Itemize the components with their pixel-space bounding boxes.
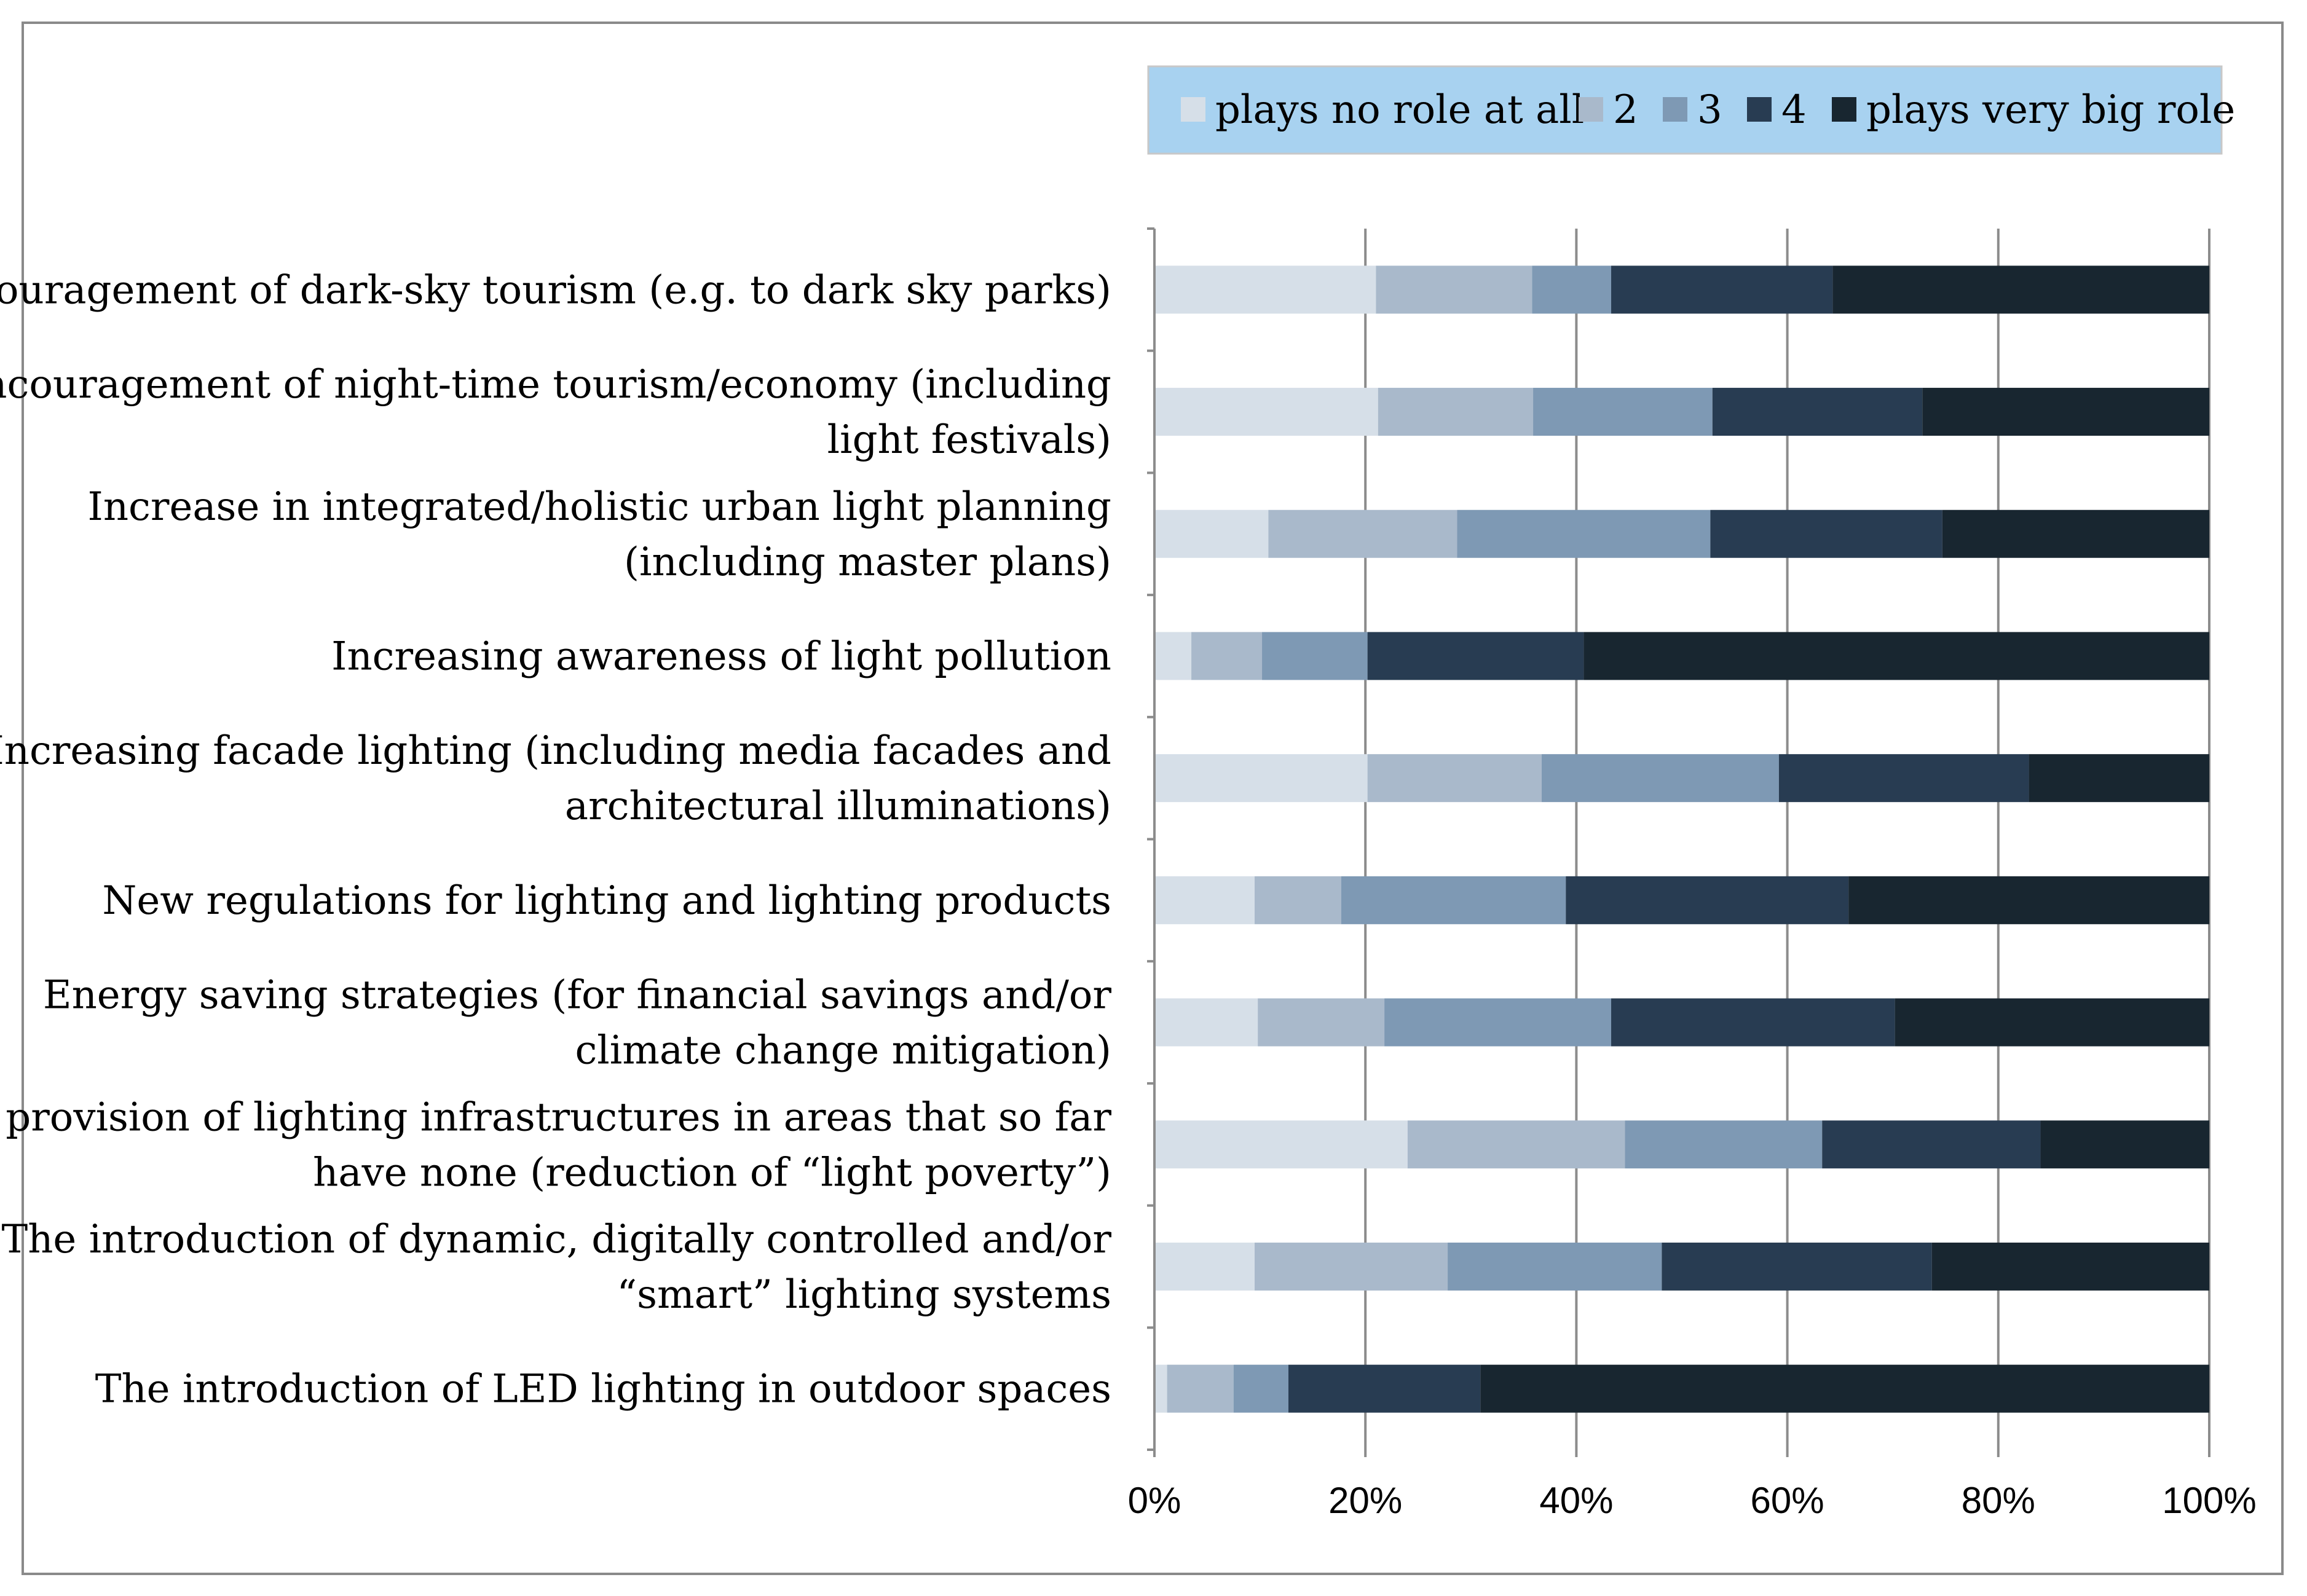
- legend-label-1: plays no role at all: [1215, 87, 1584, 133]
- category-label: “smart” lighting systems: [617, 1272, 1111, 1318]
- x-tick-label: 20%: [1328, 1480, 1402, 1521]
- bar-segment: [1832, 265, 2209, 314]
- bar-segment: [2029, 754, 2209, 803]
- legend-swatch-2: [1579, 97, 1603, 122]
- bar-segment: [1541, 754, 1779, 803]
- bar-segment: [1255, 1242, 1448, 1291]
- bar-segment: [1778, 754, 2029, 803]
- bar-segment: [1154, 1364, 1167, 1413]
- category-label: Increasing awareness of light pollution: [331, 634, 1111, 679]
- bar-segment: [1533, 388, 1713, 436]
- bar-segment: [1480, 1364, 2209, 1413]
- bar-segment: [1922, 388, 2209, 436]
- bar-segment: [1662, 1242, 1932, 1291]
- category-label: Increasing facade lighting (including me…: [0, 728, 1111, 774]
- bar-segment: [1262, 632, 1368, 680]
- bar-segment: [1376, 265, 1532, 314]
- bar-segment: [1233, 1364, 1288, 1413]
- legend-label-4: 4: [1781, 87, 1807, 133]
- bar-segment: [1532, 265, 1612, 314]
- category-label: New regulations for lighting and lightin…: [102, 878, 1111, 924]
- bar-segment: [1384, 998, 1612, 1047]
- legend-label-5: plays very big role: [1866, 87, 2235, 133]
- legend-label-2: 2: [1613, 87, 1638, 133]
- bar-segment: [1710, 509, 1942, 558]
- bar-segment: [1154, 509, 1269, 558]
- bar-segment: [1822, 1120, 2041, 1169]
- bar-segment: [1566, 876, 1849, 924]
- bar-segment: [1154, 754, 1368, 803]
- bar-segment: [1583, 632, 2209, 680]
- category-label: The provision of lighting infrastructure…: [0, 1095, 1111, 1140]
- legend-swatch-1: [1181, 97, 1205, 122]
- category-label: The introduction of LED lighting in outd…: [95, 1367, 1111, 1412]
- category-label: light festivals): [827, 417, 1111, 463]
- legend-swatch-4: [1747, 97, 1772, 122]
- category-label: Energy saving strategies (for financial …: [43, 973, 1112, 1018]
- bar-segment: [1378, 388, 1534, 436]
- bar-segment: [1167, 1364, 1234, 1413]
- bar-segment: [1367, 754, 1542, 803]
- x-tick-label: 60%: [1751, 1480, 1824, 1521]
- legend-item: 3: [1663, 87, 1722, 133]
- bar-segment: [1407, 1120, 1625, 1169]
- bar-segment: [1191, 632, 1263, 680]
- legend-item: plays no role at all: [1181, 87, 1584, 133]
- category-label: (including master plans): [624, 540, 1111, 585]
- bar-segment: [1154, 1120, 1408, 1169]
- bar-segment: [1258, 998, 1385, 1047]
- x-tick-labels: 0% 20% 40% 60% 80% 100%: [1128, 1480, 2257, 1521]
- bar-segment: [1288, 1364, 1481, 1413]
- legend-swatch-3: [1663, 97, 1687, 122]
- bar-segment: [1611, 265, 1833, 314]
- x-tick-label: 0%: [1128, 1480, 1181, 1521]
- category-label: Increase in integrated/holistic urban li…: [88, 484, 1111, 530]
- bar-segment: [1154, 632, 1192, 680]
- bar-segment: [1931, 1242, 2209, 1291]
- bar-segment: [1154, 876, 1255, 924]
- legend: plays no role at all 2 3 4 plays very bi…: [1147, 65, 2235, 155]
- bar-segment: [1367, 632, 1584, 680]
- x-tick-label: 40%: [1539, 1480, 1613, 1521]
- legend-item: plays very big role: [1832, 87, 2235, 133]
- bar-segment: [2040, 1120, 2209, 1169]
- bar-segment: [1448, 1242, 1662, 1291]
- legend-item: 4: [1747, 87, 1807, 133]
- bar-segment: [1625, 1120, 1823, 1169]
- bar-segment: [1341, 876, 1566, 924]
- bar-segment: [1154, 1242, 1255, 1291]
- category-label: climate change mitigation): [575, 1028, 1111, 1074]
- category-label: Encouragement of dark-sky tourism (e.g. …: [0, 267, 1111, 313]
- bar-segment: [1611, 998, 1895, 1047]
- bar-segment: [1457, 509, 1711, 558]
- legend-label-3: 3: [1697, 87, 1722, 133]
- bar-segment: [1154, 388, 1378, 436]
- bar-segment: [1895, 998, 2209, 1047]
- bar-segment: [1268, 509, 1457, 558]
- legend-swatch-5: [1832, 97, 1856, 122]
- category-label: architectural illuminations): [565, 784, 1111, 829]
- legend-item: 2: [1579, 87, 1638, 133]
- bar-segment: [1154, 998, 1258, 1047]
- category-labels: Encouragement of dark-sky tourism (e.g. …: [0, 267, 1111, 1412]
- category-label: have none (reduction of “light poverty”): [313, 1150, 1111, 1195]
- x-tick-label: 100%: [2162, 1480, 2256, 1521]
- bar-segment: [1712, 388, 1923, 436]
- bars: [1154, 265, 2209, 1413]
- bar-segment: [1255, 876, 1341, 924]
- category-label: Encouragement of night-time tourism/econ…: [0, 362, 1111, 407]
- category-label: The introduction of dynamic, digitally c…: [2, 1217, 1112, 1262]
- bar-segment: [1848, 876, 2209, 924]
- axes: [1147, 227, 2210, 1457]
- bar-segment: [1154, 265, 1376, 314]
- x-tick-label: 80%: [1962, 1480, 2035, 1521]
- bar-segment: [1942, 509, 2209, 558]
